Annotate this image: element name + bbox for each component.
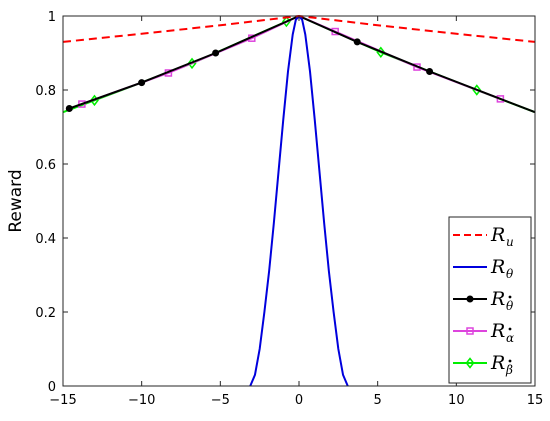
x-tick-label: 5 <box>374 393 382 408</box>
legend-label-subscript: β <box>505 363 513 377</box>
legend-label-subscript: θ <box>506 267 514 281</box>
series-2-marker-4 <box>426 68 434 75</box>
legend-box <box>448 216 532 384</box>
y-tick-label: 0 <box>48 380 56 395</box>
y-tick-label: 0.6 <box>35 158 56 173</box>
x-tick-label: 15 <box>527 393 544 408</box>
x-tick-label: −10 <box>128 393 155 408</box>
y-axis-title: Reward <box>6 169 26 232</box>
legend-marker <box>466 327 474 335</box>
x-tick-label: −15 <box>49 393 76 408</box>
series-layer <box>62 15 536 387</box>
y-tick-label: 0.2 <box>35 306 56 321</box>
series-2-marker-2 <box>212 49 220 57</box>
x-tick-label: −5 <box>211 393 230 408</box>
series-2-marker-1 <box>138 79 146 87</box>
legend-label: R <box>490 352 505 374</box>
legend-label: R <box>490 256 505 278</box>
legend-label: R <box>490 224 505 246</box>
legend-label-subscript: u <box>506 235 514 249</box>
y-tick-label: 0.4 <box>35 232 56 247</box>
series-2-marker-3 <box>353 38 361 46</box>
x-tick-label: 10 <box>448 393 465 408</box>
y-tick-label: 0.8 <box>35 84 56 99</box>
legend-label: R <box>490 320 505 342</box>
legend-subscript-dot <box>508 359 512 363</box>
series-2-marker-0 <box>65 105 73 112</box>
y-tick-label: 1 <box>48 10 56 25</box>
legend-label-subscript: α <box>506 331 514 345</box>
legend-marker <box>466 295 474 303</box>
series-3-marker-5 <box>496 95 505 103</box>
legend-marker <box>465 357 475 369</box>
legend-subscript-dot <box>508 295 512 299</box>
legend-label-subscript: θ <box>506 299 514 313</box>
legend-label: R <box>490 288 505 310</box>
legend-subscript-dot <box>508 327 512 331</box>
x-tick-label: 0 <box>295 393 303 408</box>
axes-layer: −15 −10 −5 0 5 10 15 0 0.2 0.4 0.6 0.8 1 <box>35 10 543 408</box>
